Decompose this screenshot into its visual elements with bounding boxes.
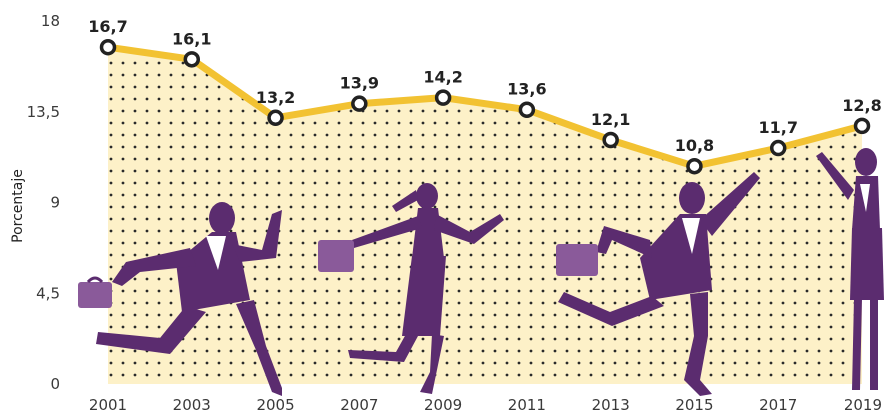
x-tick-label: 2017 [759,396,797,413]
data-label: 13,6 [507,80,546,99]
series-line-path [104,43,866,170]
data-point-marker [267,109,284,127]
data-label: 12,8 [842,96,881,115]
x-tick-label: 2011 [508,396,546,413]
y-tick-label: 13,5 [27,103,60,121]
data-point-marker [602,131,619,149]
y-axis: 0 4,5 9 13,5 18 [27,12,60,393]
data-label: 13,9 [340,74,379,93]
figure-man-right [556,172,760,396]
data-point-marker [853,117,871,135]
figure-woman-right [816,148,884,390]
figure-man-left [78,202,282,396]
x-axis: 2001 2003 2005 2007 2009 2011 2013 2015 2017 2019 [89,396,882,414]
data-point-marker [99,38,117,56]
figure-woman-middle [318,183,504,394]
data-point-marker [518,101,536,118]
x-tick-label: 2007 [340,396,378,413]
data-point-marker [769,139,787,157]
x-tick-label: 2013 [592,396,630,413]
area-fill [108,47,862,384]
data-label: 16,1 [172,29,211,48]
y-tick-label: 18 [41,12,60,30]
y-axis-title: Porcentaje [10,169,26,243]
area-dot-pattern [108,47,862,384]
x-tick-label: 2003 [173,396,211,413]
y-tick-label: 4,5 [36,284,60,302]
data-label: 14,2 [423,68,462,87]
data-point-marker [434,89,452,106]
data-point-marker [686,157,703,175]
data-labels: 16,7 16,1 13,2 13,9 14,2 13,6 12,1 10,8 11,7 12,8 [88,17,881,155]
data-label: 11,7 [758,118,797,137]
data-label: 16,7 [88,17,127,36]
data-point-marker [351,95,368,112]
y-tick-label: 0 [50,375,60,393]
data-point-marker [183,51,201,68]
x-tick-label: 2015 [675,396,713,413]
running-businesspeople-illustration [78,148,884,396]
series-line [104,43,866,170]
x-tick-label: 2001 [89,396,127,413]
x-tick-label: 2019 [844,396,882,413]
series-markers [99,38,871,175]
y-tick-label: 9 [50,194,60,212]
x-tick-label: 2005 [256,396,294,413]
data-label: 10,8 [675,136,714,155]
data-label: 13,2 [256,88,295,107]
x-tick-label: 2009 [424,396,462,413]
data-label: 12,1 [591,110,630,129]
